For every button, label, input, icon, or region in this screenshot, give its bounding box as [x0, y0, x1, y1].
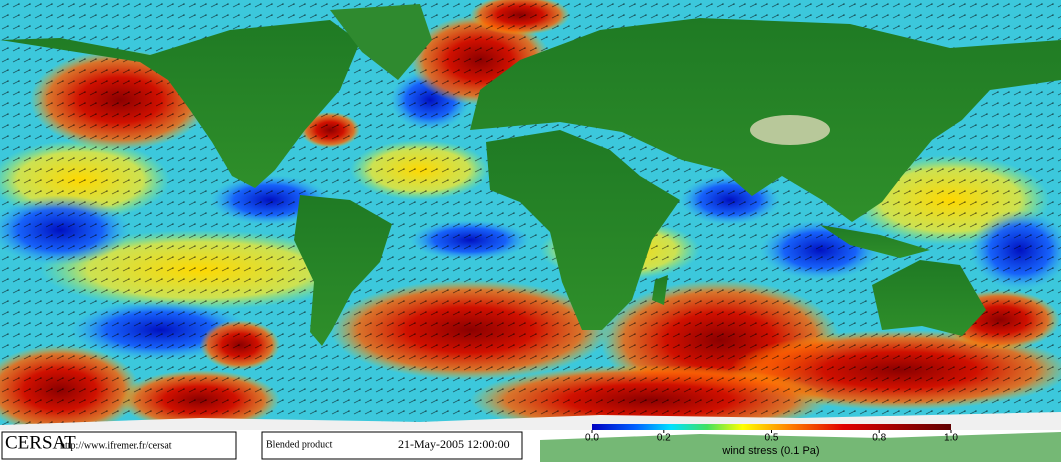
colorbar [592, 424, 951, 430]
colorbar-tick-label: 0.5 [765, 433, 779, 444]
logo-box [1, 431, 237, 460]
colorbar-tick-label: 0.0 [585, 433, 599, 444]
colorbar-tick-label: 0.8 [872, 433, 886, 444]
date: 21-May-2005 12:00:00 [398, 437, 510, 451]
colorbar-tick-label: 0.2 [657, 433, 671, 444]
product-box [261, 431, 523, 460]
colorbar-label: wind stress (0.1 Pa) [721, 445, 819, 457]
url: http://www.ifremer.fr/cersat [60, 440, 172, 451]
antarctica-lower [540, 432, 1061, 462]
plateau [750, 115, 830, 145]
colorbar-tick-label: 1.0 [944, 433, 958, 444]
product: Blended product [266, 439, 333, 450]
map-area [0, 0, 1061, 430]
logo: CERSAT [5, 432, 76, 453]
